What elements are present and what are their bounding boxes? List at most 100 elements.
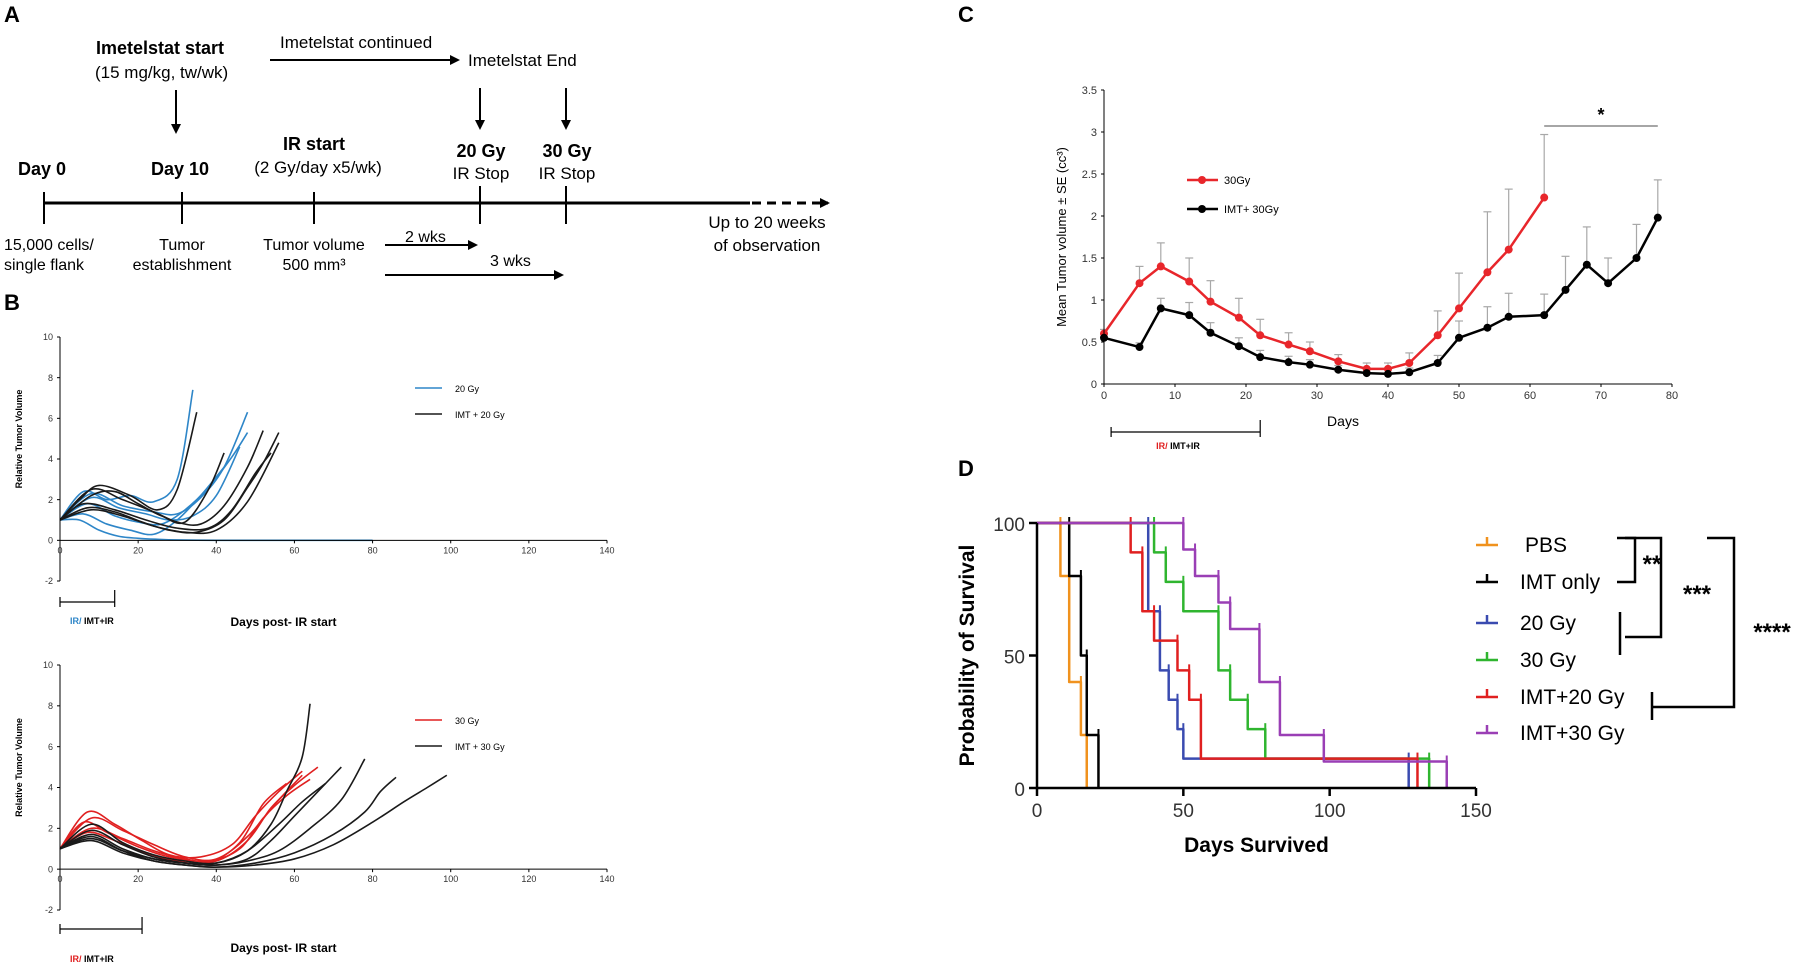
y-tick-label: 6 <box>48 742 53 752</box>
y-tick-label: 0 <box>1014 780 1025 801</box>
y-tick-label: 2 <box>48 495 53 505</box>
legend-label-20-gy: 20 Gy <box>1520 612 1577 635</box>
x-tick-label: 150 <box>1460 801 1492 822</box>
two-weeks-label: 2 wks <box>405 229 446 246</box>
data-point-imt-30gy <box>1135 343 1144 352</box>
x-tick-label: 20 <box>133 545 143 555</box>
series-line-imt-30-gy <box>59 774 448 868</box>
ir-start-dose: (2 Gy/day x5/wk) <box>254 158 382 177</box>
data-point-imt-30gy <box>1156 304 1165 313</box>
data-point-imt-30gy <box>1284 358 1293 367</box>
panel-label-c: C <box>958 2 974 27</box>
data-point-imt-30gy <box>1362 369 1371 378</box>
x-tick-label: 100 <box>443 545 458 555</box>
ir-bar-label-ir: IR/ <box>70 616 82 626</box>
y-tick-label: 6 <box>48 413 53 423</box>
series-line-20-gy <box>59 466 225 536</box>
x-tick-label: 60 <box>289 545 299 555</box>
y-tick-label: 100 <box>993 515 1025 536</box>
volume-label-2: 500 mm³ <box>282 257 346 274</box>
data-point-imt-30gy <box>1256 353 1265 362</box>
legend-label-pbs: PBS <box>1525 534 1567 557</box>
bracket-pbs-imt <box>1617 536 1637 584</box>
series-line-pbs <box>1037 521 1088 788</box>
gy20-label: 20 Gy <box>456 141 505 161</box>
ir-bar-label-ir: IR/ <box>70 954 82 964</box>
data-point-imt-30gy <box>1561 285 1570 294</box>
panel-label-d: D <box>958 456 974 481</box>
data-point-30gy <box>1540 193 1549 202</box>
x-tick-label: 40 <box>211 874 221 884</box>
data-point-imt-30gy <box>1206 328 1215 337</box>
x-tick-label: 80 <box>368 545 378 555</box>
data-point-imt-30gy <box>1433 359 1442 367</box>
series-line-20-gy <box>59 446 241 521</box>
x-tick-label: 140 <box>599 874 614 884</box>
x-tick-label: 0 <box>1101 390 1107 402</box>
ir-bar-label-imt: IMT+IR <box>82 954 115 964</box>
data-point-30gy <box>1433 331 1442 340</box>
chart-b-top: 0 20 40 60 80 100 120 140 -2 0 2 4 6 8 10 Days post- I… <box>14 332 615 629</box>
legend-label-imt-30-gy: IMT+30 Gy <box>1520 722 1625 745</box>
data-point-imt-30gy <box>1455 333 1463 342</box>
x-tick-label: 60 <box>289 874 299 884</box>
series-line-imt-30-gy <box>59 758 366 866</box>
data-point-imt-30gy <box>1334 365 1343 374</box>
data-point-30gy <box>1305 347 1314 356</box>
tumor-label-2: establishment <box>133 257 232 274</box>
legend-label-imt-only: IMT only <box>1520 571 1601 594</box>
day0-label: Day 0 <box>18 159 66 179</box>
volume-label-1: Tumor volume <box>263 237 365 254</box>
cells-label-2: single flank <box>4 257 85 274</box>
legend-label-30-gy: 30 Gy <box>1520 649 1577 672</box>
x-tick-label: 10 <box>1169 390 1181 402</box>
data-point-imt-30gy <box>1405 368 1414 377</box>
x-tick-label: 30 <box>1311 390 1323 402</box>
x-tick-label: 100 <box>443 874 458 884</box>
bracket-vs-20gy <box>1625 536 1663 639</box>
chart-d: 0 50 100 150 0 50 100 Days Survived Probabilit… <box>956 515 1791 857</box>
data-point-30gy <box>1206 297 1215 306</box>
x-tick-label: 120 <box>521 874 536 884</box>
series-line-imt-20-gy <box>59 442 280 535</box>
series-line-imt-20-gy <box>59 430 264 526</box>
x-tick-label: 20 <box>133 874 143 884</box>
gy30-stop-label: IR Stop <box>539 164 596 183</box>
data-point-30gy <box>1234 313 1243 322</box>
legend-label-imt-30gy: IMT + 30 Gy <box>455 742 505 752</box>
data-point-30gy <box>1156 262 1165 271</box>
y-axis-label: Mean Tumor volume ± SE (cc³) <box>1054 147 1069 327</box>
timeline-panel: Imetelstat start (15 mg/kg, tw/wk) Imete… <box>4 33 830 280</box>
series-line-imt-30gy <box>1103 217 1659 376</box>
legend-label-20gy: 20 Gy <box>455 384 480 394</box>
legend-marker-imt-30gy <box>1198 205 1206 213</box>
x-tick-label: 60 <box>1524 390 1536 402</box>
y-tick-label: 1.5 <box>1082 253 1097 265</box>
y-tick-label: 2.5 <box>1082 169 1097 181</box>
significance-3star: *** <box>1683 581 1712 608</box>
x-tick-label: 50 <box>1453 390 1465 402</box>
x-axis-label: Days Survived <box>1184 834 1329 857</box>
data-point-30gy <box>1504 245 1513 254</box>
x-tick-label: 0 <box>57 874 62 884</box>
y-tick-label: 0 <box>1091 379 1097 391</box>
y-tick-label: 8 <box>48 701 53 711</box>
data-point-imt-30gy <box>1384 369 1392 378</box>
series-line-30gy <box>1102 196 1546 371</box>
series-line-30-gy <box>59 766 319 864</box>
cells-label-1: 15,000 cells/ <box>4 237 94 254</box>
y-tick-label: 4 <box>48 454 53 464</box>
y-tick-label: 50 <box>1004 647 1025 668</box>
y-tick-label: 2 <box>48 823 53 833</box>
bracket-vs-imt-combos <box>1652 536 1736 709</box>
data-point-30gy <box>1185 277 1194 286</box>
y-tick-label: 4 <box>48 783 53 793</box>
three-weeks-label: 3 wks <box>490 253 531 270</box>
y-tick-label: 3 <box>1091 127 1097 139</box>
data-point-30gy <box>1334 357 1343 366</box>
data-point-imt-30gy <box>1305 360 1314 369</box>
y-tick-label: 2 <box>1091 211 1097 223</box>
series-line-imt-30-gy <box>1037 521 1448 788</box>
data-point-imt-30gy <box>1540 311 1549 320</box>
legend-label-imt-20-gy: IMT+20 Gy <box>1520 686 1625 709</box>
